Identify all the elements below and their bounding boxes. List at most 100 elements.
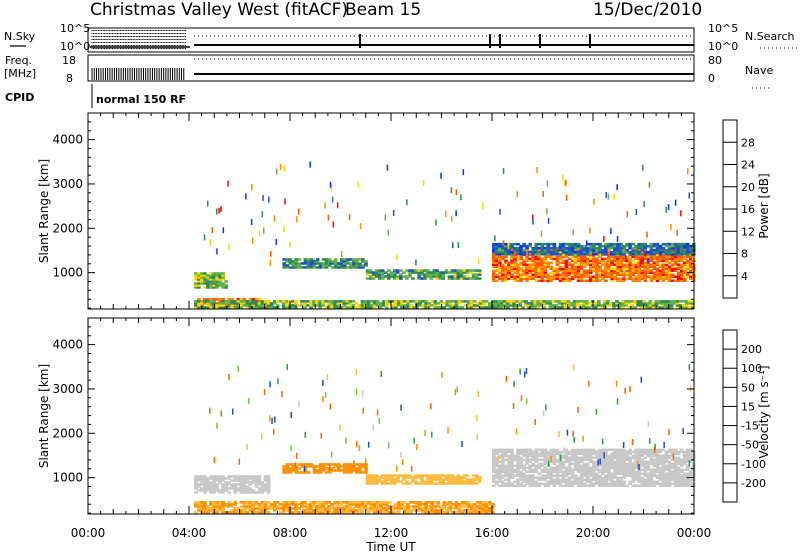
scatter-cell: [448, 302, 453, 305]
scatter-cell: [358, 258, 362, 261]
scatter-cell: [522, 248, 526, 252]
scatter-cell: [561, 242, 566, 246]
scatter-cell: [573, 273, 578, 276]
scatter-cell: [528, 478, 532, 481]
scatter-cell: [427, 302, 431, 305]
scatter-cell: [300, 262, 305, 265]
scatter-cell: [598, 476, 602, 479]
scatter-cell: [251, 491, 256, 494]
scatter-cell: [525, 478, 529, 481]
scatter-cell: [518, 302, 522, 305]
scatter-cell: [667, 472, 672, 475]
scatter-cell: [622, 456, 626, 460]
scatter-cell: [260, 483, 265, 486]
scatter-cell: [438, 277, 443, 280]
scatter-cell: [664, 248, 669, 252]
scatter-cell: [194, 485, 198, 488]
scatter-cell: [221, 475, 225, 478]
scatter-cell: [537, 250, 542, 254]
scatter-cell: [423, 273, 427, 276]
scatter-cell: [394, 511, 398, 514]
scatter-cell: [579, 273, 584, 276]
scatter-cell: [209, 284, 213, 287]
scatter-cell: [203, 477, 207, 480]
scatter-cell: [297, 262, 302, 265]
scatter-cell: [573, 458, 578, 462]
scatter-cell: [484, 306, 489, 309]
scatter-cell: [510, 246, 514, 250]
scatter-cell: [570, 482, 575, 485]
scatter-cell: [492, 478, 496, 481]
scatter-cell: [685, 252, 690, 256]
scatter-cell: [576, 273, 581, 276]
scatter-cell: [679, 277, 684, 280]
scatter-cell: [309, 264, 314, 267]
scatter-cell: [221, 505, 225, 508]
scatter-cell: [645, 302, 650, 305]
scatter-cell: [504, 246, 508, 250]
scatter-cell: [537, 255, 542, 259]
scatter-point: [313, 259, 315, 266]
scatter-cell: [340, 258, 344, 261]
scatter-cell: [628, 275, 632, 278]
scatter-cell: [616, 468, 620, 471]
scatter-cell: [534, 255, 538, 259]
scatter-cell: [251, 501, 256, 504]
scatter-cell: [460, 306, 465, 309]
scatter-cell: [498, 468, 502, 471]
scatter-point: [559, 454, 562, 461]
scatter-cell: [460, 511, 465, 514]
scatter-cell: [682, 271, 687, 274]
scatter-cell: [646, 466, 651, 470]
scatter-cell: [484, 501, 489, 504]
scatter-cell: [555, 480, 560, 483]
scatter-cell: [371, 478, 376, 481]
scatter-cell: [294, 264, 299, 267]
scatter-cell: [239, 479, 244, 482]
scatter-cell: [592, 252, 596, 256]
scatter-cell: [285, 507, 289, 510]
scatter-cell: [566, 306, 571, 309]
scatter-cell: [555, 269, 560, 272]
scatter-cell: [206, 479, 210, 482]
scatter-cell: [682, 279, 687, 282]
scatter-cell: [622, 462, 626, 466]
scatter-cell: [537, 482, 542, 485]
scatter-cell: [498, 267, 502, 270]
scatter-cell: [377, 271, 382, 274]
scatter-cell: [667, 476, 672, 479]
scatter-cell: [383, 275, 388, 278]
scatter-cell: [673, 242, 678, 246]
scatter-cell: [582, 269, 587, 272]
scatter-cell: [318, 471, 323, 474]
scatter-cell: [245, 302, 250, 305]
scatter-cell: [576, 259, 581, 263]
scatter-cell: [670, 478, 675, 481]
scatter-cell: [251, 503, 256, 506]
scatter-cell: [492, 253, 496, 257]
ytick-label: 3000: [52, 177, 83, 191]
scatter-cell: [564, 454, 569, 458]
scatter-cell: [402, 271, 406, 274]
scatter-cell: [546, 250, 551, 254]
scatter-cell: [239, 475, 244, 478]
scatter-cell: [601, 273, 605, 276]
scatter-cell: [655, 464, 660, 468]
scatter-cell: [670, 269, 675, 272]
scatter-cell: [589, 271, 593, 274]
scatter-cell: [522, 250, 526, 254]
scatter-point: [475, 415, 478, 422]
scatter-cell: [453, 269, 458, 272]
scatter-cell: [619, 242, 623, 246]
scatter-cell: [348, 507, 353, 510]
scatter-cell: [463, 505, 468, 508]
scatter-cell: [595, 456, 599, 460]
scatter-cell: [537, 448, 542, 452]
scatter-cell: [539, 302, 544, 305]
scatter-cell: [504, 273, 508, 276]
scatter-cell: [209, 282, 213, 285]
scatter-cell: [527, 304, 531, 307]
scatter-cell: [321, 503, 325, 506]
scatter-cell: [637, 279, 641, 282]
scatter-cell: [218, 491, 222, 494]
